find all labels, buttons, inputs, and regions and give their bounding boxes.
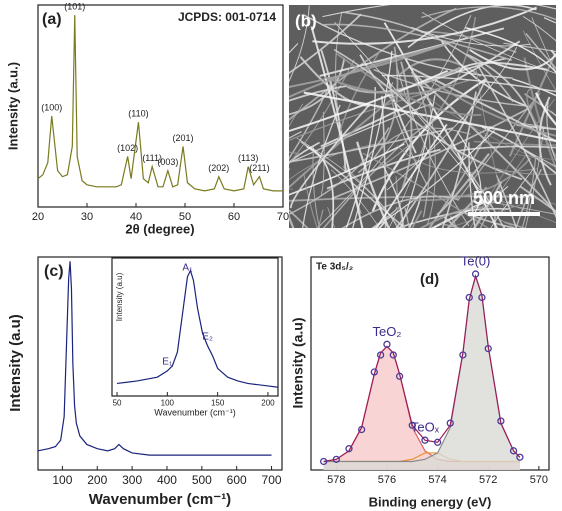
peak-label: Te(0) [461,253,491,268]
peak-label: TeOₓ [411,420,440,435]
x-tick-label: 700 [262,473,282,487]
peak-label: (113) [238,153,258,163]
x-tick-label: 50 [179,211,191,223]
peak-label: (211) [249,163,269,173]
peak-label: A₁ [182,262,193,273]
peak-label: (202) [208,163,229,173]
panel-label: (b) [295,11,317,30]
x-tick-label: 400 [157,473,177,487]
x-tick-label: 600 [227,473,247,487]
x-axis-label: Binding energy (eV) [369,494,492,509]
peak-label: (110) [128,109,148,119]
x-tick-label: 60 [228,211,240,223]
peak-label: (201) [173,133,194,143]
x-tick-label: 100 [161,398,175,407]
x-tick-label: 40 [130,211,142,223]
peak-label: TeO₂ [373,324,402,339]
peak-label: (101) [64,1,85,11]
annotation: Te 3d₅/₂ [316,262,353,273]
annotation: JCPDS: 001-0714 [178,10,276,24]
y-axis-label: Intensity (a.u) [115,272,124,321]
panel-label: (c) [44,263,64,280]
x-tick-label: 576 [378,474,396,486]
x-tick-label: 300 [122,473,142,487]
x-tick-label: 578 [327,474,345,486]
x-tick-label: 20 [32,211,44,223]
x-tick-label: 30 [81,211,93,223]
x-axis-label: Wavenumber (cm⁻¹) [154,407,235,417]
peak-label: E₁ [162,357,173,368]
peak-label: (100) [41,102,62,112]
panel-label: (a) [42,11,62,28]
plot-frame [112,258,278,396]
x-tick-label: 572 [479,474,497,486]
x-axis-label: Wavenumber (cm⁻¹) [89,491,231,508]
x-tick-label: 200 [261,398,275,407]
y-axis-label: Intensity (a.u.) [5,62,20,150]
x-tick-label: 500 [192,473,212,487]
peak-label: (102) [117,143,138,153]
x-tick-label: 570 [530,474,548,486]
y-axis-label: Intensity (a.u) [7,314,24,412]
peak-label: (003) [157,157,178,167]
x-tick-label: 100 [52,473,72,487]
peak-label: E₂ [202,331,213,342]
y-axis-label: Intensity (a.u) [290,317,306,408]
x-tick-label: 50 [113,398,122,407]
x-axis-label: 2θ (degree) [125,221,194,236]
x-tick-label: 200 [87,473,107,487]
panel-label: (d) [420,271,439,288]
scale-bar-label: 500 nm [473,188,535,208]
plot-frame [311,257,549,470]
x-tick-label: 70 [277,211,289,223]
x-tick-label: 150 [211,398,225,407]
x-tick-label: 574 [428,474,446,486]
figure: (b) 500 nm (a) JCPDS: 001-0714 2θ (degree) In… [0,0,562,511]
